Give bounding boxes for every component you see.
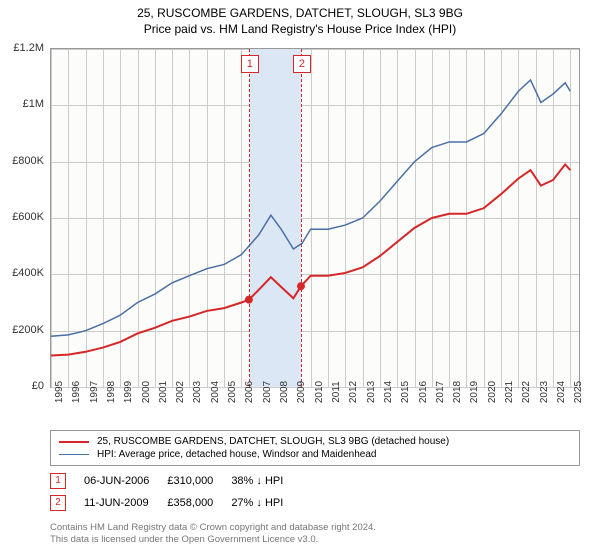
sale-price: £358,000	[167, 492, 231, 514]
sale-row: 2 11-JUN-2009£358,00027% ↓ HPI	[50, 492, 301, 514]
x-axis-label: 2023	[539, 381, 550, 403]
footer-line-2: This data is licensed under the Open Gov…	[50, 534, 376, 546]
x-axis-label: 2016	[418, 381, 429, 403]
sales-table: 1 06-JUN-2006£310,00038% ↓ HPI 2 11-JUN-200…	[50, 470, 301, 514]
x-axis-label: 2005	[227, 381, 238, 403]
x-axis-label: 2013	[366, 381, 377, 403]
x-axis-label: 2021	[504, 381, 515, 403]
chart-plot-area: 12	[50, 48, 580, 388]
sale-delta: 38% ↓ HPI	[231, 470, 301, 492]
x-axis-label: 2019	[469, 381, 480, 403]
legend-swatch	[59, 454, 89, 455]
y-axis-label: £1M	[23, 98, 44, 110]
series-property	[51, 164, 570, 355]
y-axis-label: £200K	[12, 324, 44, 336]
x-axis-label: 2007	[262, 381, 273, 403]
x-axis-label: 2014	[383, 381, 394, 403]
sale-dot	[245, 296, 253, 304]
x-axis-label: 2025	[573, 381, 584, 403]
sale-date: 06-JUN-2006	[84, 470, 167, 492]
sale-marker-1: 1	[241, 55, 259, 73]
sale-row-marker: 2	[50, 495, 66, 511]
x-axis-label: 2011	[331, 381, 342, 403]
footer-line-1: Contains HM Land Registry data © Crown c…	[50, 522, 376, 534]
sale-row: 1 06-JUN-2006£310,00038% ↓ HPI	[50, 470, 301, 492]
legend-label: 25, RUSCOMBE GARDENS, DATCHET, SLOUGH, S…	[97, 436, 449, 447]
chart-legend: 25, RUSCOMBE GARDENS, DATCHET, SLOUGH, S…	[50, 430, 580, 466]
legend-swatch	[59, 441, 89, 443]
sale-dot	[297, 282, 305, 290]
y-axis-label: £800K	[12, 155, 44, 167]
x-axis-label: 2000	[141, 381, 152, 403]
attribution-footer: Contains HM Land Registry data © Crown c…	[50, 522, 376, 547]
line-plot-svg	[51, 49, 579, 387]
x-axis-label: 2018	[452, 381, 463, 403]
x-axis-label: 1996	[71, 381, 82, 403]
x-axis-label: 2024	[556, 381, 567, 403]
legend-row: 25, RUSCOMBE GARDENS, DATCHET, SLOUGH, S…	[59, 435, 571, 448]
legend-row: HPI: Average price, detached house, Wind…	[59, 448, 571, 461]
y-axis-label: £1.2M	[13, 42, 44, 54]
x-axis-label: 2022	[521, 381, 532, 403]
x-axis-label: 1995	[54, 381, 65, 403]
chart-title-line2: Price paid vs. HM Land Registry's House …	[0, 20, 600, 40]
x-axis-label: 2017	[435, 381, 446, 403]
sale-price: £310,000	[167, 470, 231, 492]
y-axis-label: £0	[32, 380, 44, 392]
x-axis-label: 2015	[400, 381, 411, 403]
x-axis-label: 2012	[348, 381, 359, 403]
x-axis-label: 1999	[123, 381, 134, 403]
y-axis-label: £400K	[12, 267, 44, 279]
y-axis-label: £600K	[12, 211, 44, 223]
x-axis-label: 2002	[175, 381, 186, 403]
x-axis-label: 1997	[89, 381, 100, 403]
chart-title-line1: 25, RUSCOMBE GARDENS, DATCHET, SLOUGH, S…	[0, 0, 600, 20]
sale-marker-2: 2	[293, 55, 311, 73]
legend-label: HPI: Average price, detached house, Wind…	[97, 449, 376, 460]
x-axis-label: 2003	[192, 381, 203, 403]
sale-row-marker: 1	[50, 473, 66, 489]
x-axis-label: 1998	[106, 381, 117, 403]
sale-delta: 27% ↓ HPI	[231, 492, 301, 514]
series-hpi	[51, 80, 570, 336]
x-axis-label: 2001	[158, 381, 169, 403]
x-axis-label: 2004	[210, 381, 221, 403]
x-axis-label: 2020	[487, 381, 498, 403]
x-axis-label: 2010	[314, 381, 325, 403]
x-axis-label: 2009	[296, 381, 307, 403]
x-axis-label: 2008	[279, 381, 290, 403]
x-axis-label: 2006	[244, 381, 255, 403]
sale-date: 11-JUN-2009	[84, 492, 167, 514]
